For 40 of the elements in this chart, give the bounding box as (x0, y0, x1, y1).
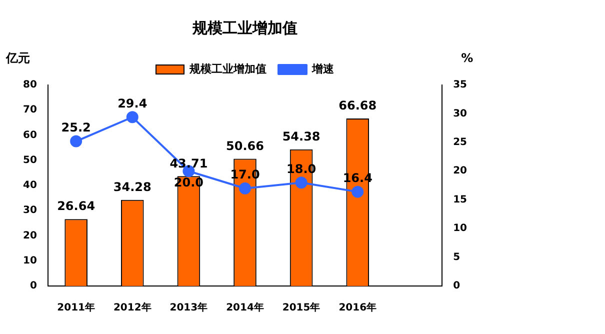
y-tick-label: 40 (22, 180, 37, 192)
y2-tick-label: 15 (453, 194, 468, 206)
y-tick-label: 20 (22, 230, 37, 242)
y-tick-label: 10 (22, 255, 37, 266)
data-label: 50.66 (226, 138, 264, 153)
x-tick-label: 2011年 (57, 302, 95, 314)
y-axis-title: 亿元 (4, 51, 30, 66)
y-tick-label: 50 (22, 154, 37, 166)
legend-label: 规模工业增加值 (188, 62, 266, 76)
y2-tick-label: 30 (453, 108, 468, 120)
y2-axis-title: % (461, 51, 474, 66)
y-tick-label: 0 (30, 280, 37, 292)
y-tick-label: 70 (22, 104, 37, 116)
x-tick-label: 2014年 (226, 302, 264, 314)
chart-title: 规模工业增加值 (192, 18, 298, 37)
data-label: 66.68 (338, 98, 377, 113)
point (126, 111, 138, 124)
point (70, 135, 82, 148)
point (239, 182, 251, 194)
y2-tick-label: 10 (453, 223, 468, 234)
y2-tick-label: 25 (453, 137, 468, 148)
data-label: 26.64 (57, 199, 96, 214)
data-label: 25.2 (61, 120, 91, 134)
y2-tick-label: 35 (453, 80, 468, 91)
data-label: 34.28 (113, 180, 152, 194)
y-tick-label: 30 (22, 205, 37, 216)
x-tick-label: 2015年 (282, 302, 320, 314)
x-tick-label: 2016年 (338, 302, 377, 314)
x-tick-label: 2013年 (170, 302, 208, 314)
y-tick-label: 80 (22, 80, 37, 91)
x-tick-label: 2012年 (113, 302, 152, 314)
y2-tick-label: 5 (453, 252, 460, 263)
data-label: 29.4 (118, 96, 148, 110)
point (352, 186, 364, 198)
point (295, 176, 308, 189)
data-label: 54.38 (282, 129, 320, 144)
y2-tick-label: 20 (453, 166, 468, 177)
legend-label: 增速 (311, 62, 335, 76)
y-tick-label: 60 (22, 130, 37, 141)
y2-tick-label: 0 (453, 280, 460, 292)
